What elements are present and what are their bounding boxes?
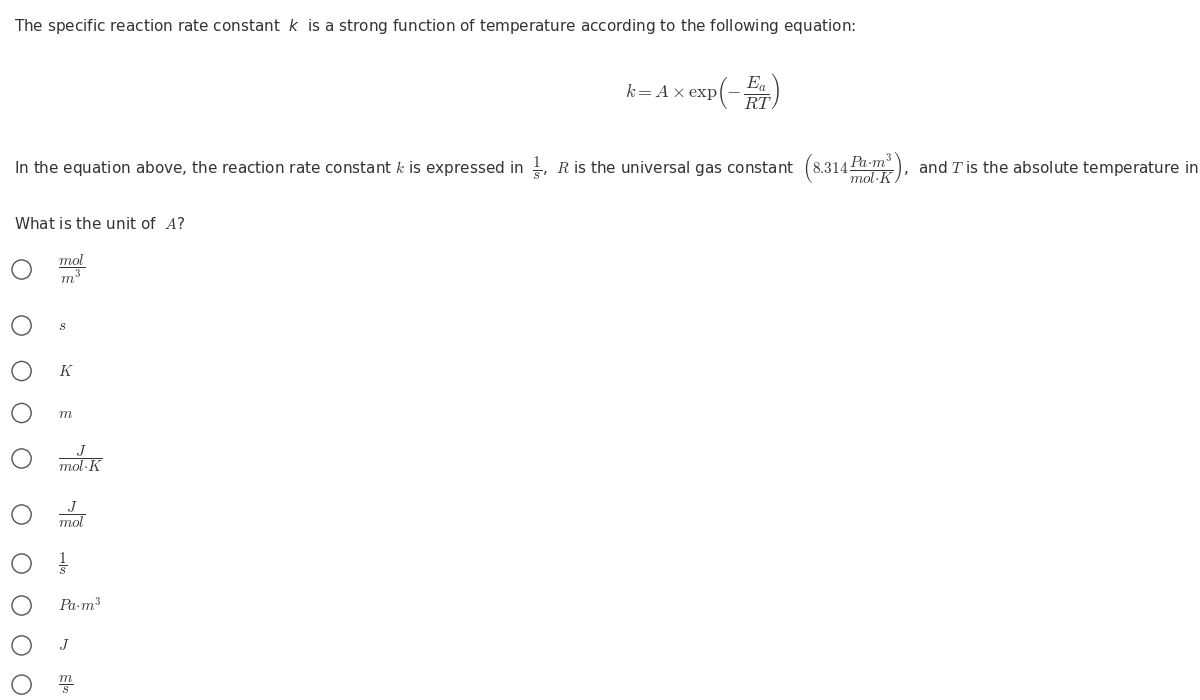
Text: In the equation above, the reaction rate constant $k$ is expressed in  $\dfrac{1: In the equation above, the reaction rate…: [14, 150, 1200, 186]
Text: $\dfrac{J}{mol}$: $\dfrac{J}{mol}$: [58, 499, 85, 530]
Text: $k = A \times \exp\!\left(-\,\dfrac{E_a}{RT}\right)$: $k = A \times \exp\!\left(-\,\dfrac{E_a}…: [625, 71, 779, 111]
Text: $s$: $s$: [58, 318, 66, 333]
Text: $K$: $K$: [58, 363, 73, 379]
Text: $J$: $J$: [58, 638, 70, 653]
Text: What is the unit of  $A$?: What is the unit of $A$?: [14, 216, 186, 232]
Text: $\dfrac{m}{s}$: $\dfrac{m}{s}$: [58, 673, 73, 696]
Text: $\dfrac{mol}{m^3}$: $\dfrac{mol}{m^3}$: [58, 253, 85, 286]
Text: $\dfrac{1}{s}$: $\dfrac{1}{s}$: [58, 550, 67, 577]
Text: $m$: $m$: [58, 405, 73, 421]
Text: $\dfrac{J}{mol{\cdot}K}$: $\dfrac{J}{mol{\cdot}K}$: [58, 443, 103, 474]
Text: $Pa{\cdot}m^3$: $Pa{\cdot}m^3$: [58, 596, 101, 615]
Text: The specific reaction rate constant  $k$  is a strong function of temperature ac: The specific reaction rate constant $k$ …: [14, 18, 857, 36]
